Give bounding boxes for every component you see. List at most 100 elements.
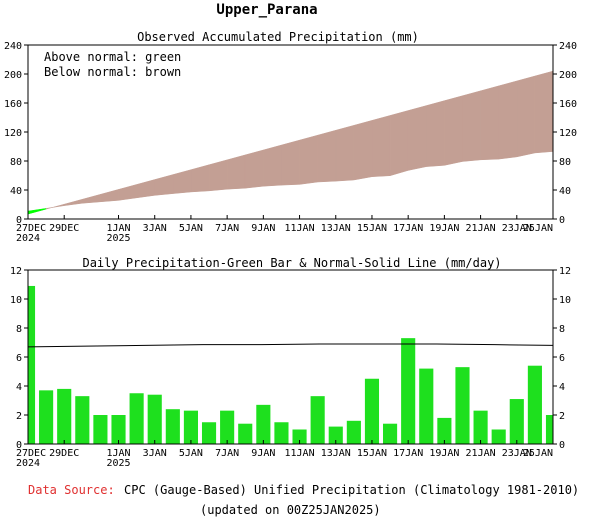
daily-bar xyxy=(292,429,307,444)
accum-area-below-normal xyxy=(82,194,101,204)
daily-bar xyxy=(455,367,470,444)
daily-bar xyxy=(419,368,434,444)
daily-bar xyxy=(129,393,144,444)
daily-ytick-label-left: 0 xyxy=(16,440,22,451)
daily-bar xyxy=(28,285,36,444)
daily-bar xyxy=(328,426,343,444)
accum-area-below-normal xyxy=(100,189,119,203)
daily-bar xyxy=(364,378,380,444)
daily-xtick-label: 2025 xyxy=(106,458,130,469)
accum-xtick-label: 9JAN xyxy=(251,223,275,234)
accum-area-below-normal xyxy=(534,70,554,154)
accum-xtick-label: 19JAN xyxy=(429,223,459,234)
accum-ytick-label-left: 160 xyxy=(4,99,22,110)
daily-bar xyxy=(274,422,289,444)
accum-ytick-label-right: 80 xyxy=(559,157,571,168)
data-source-line: Data Source: CPC (Gauge-Based) Unified P… xyxy=(28,483,579,497)
accum-ytick-label-left: 0 xyxy=(16,215,22,226)
accum-ytick-label-right: 160 xyxy=(559,99,577,110)
accum-ytick-label-right: 0 xyxy=(559,215,565,226)
daily-ytick-label-right: 8 xyxy=(559,324,565,335)
daily-ytick-label-left: 10 xyxy=(10,295,22,306)
daily-bar xyxy=(491,429,506,444)
daily-ytick-label-right: 0 xyxy=(559,440,565,451)
accum-area-below-normal xyxy=(118,184,137,201)
accum-area-below-normal xyxy=(172,169,192,194)
daily-xtick-label: 19JAN xyxy=(429,448,459,459)
accum-area-below-normal xyxy=(371,115,391,177)
daily-bar xyxy=(57,388,72,444)
daily-ytick-label-right: 6 xyxy=(559,353,565,364)
daily-ytick-label-right: 10 xyxy=(559,295,571,306)
daily-xtick-label: 1JAN xyxy=(106,448,130,459)
daily-xtick-label: 7JAN xyxy=(215,448,239,459)
accum-ytick-label-left: 240 xyxy=(4,41,22,52)
accum-area-below-normal xyxy=(244,149,264,189)
daily-bar xyxy=(509,399,524,444)
accum-area-below-normal xyxy=(190,164,210,193)
daily-panel-title: Daily Precipitation-Green Bar & Normal-S… xyxy=(82,256,501,270)
daily-bar xyxy=(75,396,90,444)
daily-bar xyxy=(165,409,180,444)
accum-xtick-label: 2024 xyxy=(16,233,40,244)
daily-ytick-label-right: 12 xyxy=(559,266,571,277)
daily-bar xyxy=(473,410,488,444)
accum-ytick-label-right: 120 xyxy=(559,128,577,139)
accum-ytick-label-left: 80 xyxy=(10,157,22,168)
accum-xtick-label: 11JAN xyxy=(284,223,314,234)
daily-ytick-label-left: 4 xyxy=(16,382,22,393)
daily-ytick-label-left: 2 xyxy=(16,411,22,422)
accum-area-below-normal xyxy=(407,105,427,171)
accum-area-below-normal xyxy=(516,75,536,158)
daily-bar xyxy=(93,415,108,444)
accum-area-below-normal xyxy=(263,144,282,187)
accum-ytick-label-left: 200 xyxy=(4,70,22,81)
daily-xtick-label: 17JAN xyxy=(393,448,423,459)
daily-xtick-label: 21JAN xyxy=(466,448,496,459)
daily-xtick-label: 25JAN xyxy=(523,448,553,459)
accum-area-below-normal xyxy=(226,154,246,190)
daily-xtick-label: 13JAN xyxy=(321,448,351,459)
accum-xtick-label: 27DEC xyxy=(16,223,46,234)
accum-ytick-label-right: 200 xyxy=(559,70,577,81)
daily-bar xyxy=(238,423,253,444)
accum-xtick-label: 15JAN xyxy=(357,223,387,234)
accum-area-below-normal xyxy=(317,129,337,183)
accum-xtick-label: 13JAN xyxy=(321,223,351,234)
accum-area-below-normal xyxy=(63,198,83,206)
daily-bar xyxy=(383,423,398,444)
accum-area-below-normal xyxy=(462,90,481,162)
accum-area-below-normal xyxy=(299,134,318,185)
accum-xtick-label: 3JAN xyxy=(143,223,167,234)
daily-xtick-label: 5JAN xyxy=(179,448,203,459)
updated-text: (updated on 00Z25JAN2025) xyxy=(200,503,381,517)
accum-xtick-label: 25JAN xyxy=(523,223,553,234)
daily-bar xyxy=(346,420,361,444)
accum-area-below-normal xyxy=(154,174,174,196)
daily-bar xyxy=(437,417,452,444)
accum-xtick-label: 29DEC xyxy=(49,223,79,234)
daily-ytick-label-left: 6 xyxy=(16,353,22,364)
accum-area-below-normal xyxy=(480,85,499,161)
daily-xtick-label: 27DEC xyxy=(16,448,46,459)
daily-bar xyxy=(256,404,271,444)
accum-xtick-label: 17JAN xyxy=(393,223,423,234)
accum-area-below-normal xyxy=(426,100,445,167)
accum-area-below-normal xyxy=(208,159,228,192)
daily-xtick-label: 3JAN xyxy=(143,448,167,459)
accum-area-below-normal xyxy=(45,203,65,210)
daily-xtick-label: 15JAN xyxy=(357,448,387,459)
daily-xtick-label: 23JAN xyxy=(502,448,532,459)
daily-ytick-label-right: 4 xyxy=(559,382,565,393)
daily-bar xyxy=(220,410,235,444)
accum-area-below-normal xyxy=(389,110,409,177)
accum-area-below-normal xyxy=(281,139,300,186)
accum-area-below-normal xyxy=(444,95,463,166)
legend-above: Above normal: green xyxy=(44,50,181,64)
daily-xtick-label: 9JAN xyxy=(251,448,275,459)
chart-title: Upper_Parana xyxy=(216,2,317,18)
accum-area-above-normal xyxy=(27,208,47,215)
daily-ytick-label-right: 2 xyxy=(559,411,565,422)
accum-ytick-label-right: 40 xyxy=(559,186,571,197)
